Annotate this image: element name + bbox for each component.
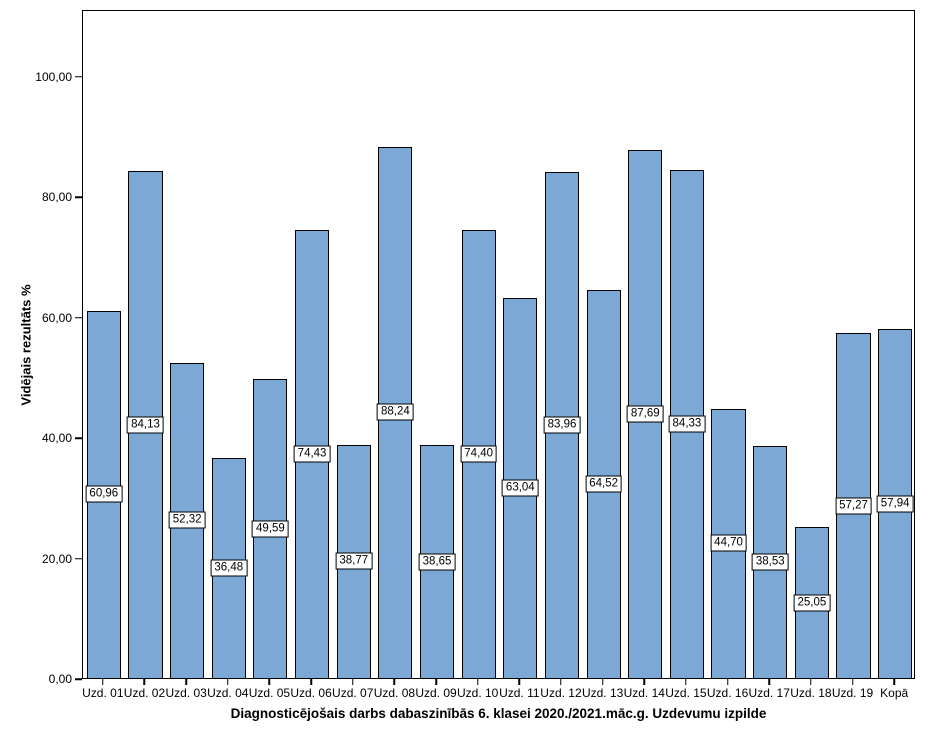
y-tick-mark xyxy=(75,557,82,560)
y-tick-label: 100,00 xyxy=(35,69,72,84)
x-tick-mark xyxy=(227,679,229,685)
bar-value-label: 63,04 xyxy=(501,479,539,497)
x-tick-mark xyxy=(726,679,729,685)
bar-value-label: 57,94 xyxy=(876,495,914,513)
x-tick-mark xyxy=(476,679,479,685)
bar-value-label: 38,53 xyxy=(751,553,789,571)
x-tick-mark xyxy=(102,679,104,685)
x-tick-label: Uzd. 14 xyxy=(623,686,665,700)
x-tick-label: Uzd. 02 xyxy=(123,686,166,700)
plot-area: 60,96 84,13 52,32 36,48 49,59 74,43 38,77 88,24… xyxy=(82,10,915,679)
x-tick-mark xyxy=(768,679,770,685)
x-tick-label: Uzd. 12 xyxy=(540,686,582,700)
bar-value-label: 44,70 xyxy=(710,534,747,552)
x-tick-label: Uzd. 19 xyxy=(831,686,874,700)
bar-value-label: 49,59 xyxy=(252,520,289,538)
bar-value-label: 57,27 xyxy=(835,497,872,515)
x-tick-mark xyxy=(851,679,854,685)
bar-value-label: 74,43 xyxy=(293,445,331,463)
bar-value-label: 25,05 xyxy=(793,594,831,612)
x-tick-label: Uzd. 17 xyxy=(748,686,790,700)
bar-value-label: 83,96 xyxy=(543,416,581,434)
x-tick-label: Uzd. 07 xyxy=(332,686,374,700)
bar-value-label: 88,24 xyxy=(376,403,414,421)
x-tick-mark xyxy=(560,679,562,685)
y-tick-label: 60,00 xyxy=(41,310,72,325)
y-tick-label: 80,00 xyxy=(41,190,72,205)
chart-title: Diagnosticējošais darbs dabaszinībās 6. … xyxy=(230,706,767,721)
x-tick-label: Uzd. 13 xyxy=(581,686,624,700)
bar-value-label: 38,77 xyxy=(335,552,373,570)
x-tick-mark xyxy=(310,679,312,685)
x-tick-mark xyxy=(601,679,604,685)
x-tick-mark xyxy=(185,679,187,685)
bar-value-label: 52,32 xyxy=(168,511,206,529)
x-tick-mark xyxy=(643,679,646,685)
x-tick-label: Uzd. 03 xyxy=(165,686,207,700)
bar-value-label: 84,33 xyxy=(668,415,706,433)
bar-value-label: 60,96 xyxy=(85,485,123,503)
x-tick-label: Uzd. 11 xyxy=(499,686,540,700)
x-tick-label: Uzd. 09 xyxy=(415,686,457,700)
x-tick-label: Uzd. 16 xyxy=(706,686,749,700)
y-tick-mark xyxy=(75,196,82,199)
x-tick-label: Uzd. 01 xyxy=(82,686,124,700)
y-tick-label: 40,00 xyxy=(41,431,72,446)
x-tick-mark xyxy=(518,679,521,685)
x-tick-mark xyxy=(810,679,812,685)
bar-value-label: 36,48 xyxy=(210,559,248,577)
x-tick-mark xyxy=(143,679,146,685)
x-tick-label: Uzd. 10 xyxy=(456,686,499,700)
x-tick-mark xyxy=(268,679,271,685)
y-tick-mark xyxy=(75,437,82,439)
y-axis-title: Vidējais rezultāts % xyxy=(18,284,34,406)
x-tick-label: Uzd. 04 xyxy=(207,686,249,700)
y-tick-label: 20,00 xyxy=(41,551,72,566)
bar-value-label: 38,65 xyxy=(418,553,456,571)
x-tick-label: Uzd. 08 xyxy=(373,686,416,700)
bar-value-label: 64,52 xyxy=(585,475,623,493)
x-tick-label: Uzd. 18 xyxy=(790,686,832,700)
y-tick-mark xyxy=(75,76,82,78)
bar-value-label: 84,13 xyxy=(127,416,164,434)
y-tick-mark xyxy=(75,678,82,680)
x-tick-mark xyxy=(393,679,396,685)
x-tick-mark xyxy=(685,679,687,685)
bar-value-label: 87,69 xyxy=(626,405,664,423)
y-tick-label: 0,00 xyxy=(48,672,72,686)
x-tick-label: Uzd. 05 xyxy=(248,686,291,700)
x-tick-mark xyxy=(893,679,895,685)
x-tick-label: Kopā xyxy=(880,686,909,700)
x-tick-label: Uzd. 06 xyxy=(290,686,332,700)
x-tick-mark xyxy=(435,679,437,685)
bar-value-label: 74,40 xyxy=(460,445,498,463)
x-tick-label: Uzd. 15 xyxy=(665,686,707,700)
x-tick-mark xyxy=(351,679,354,685)
y-tick-mark xyxy=(75,316,82,319)
